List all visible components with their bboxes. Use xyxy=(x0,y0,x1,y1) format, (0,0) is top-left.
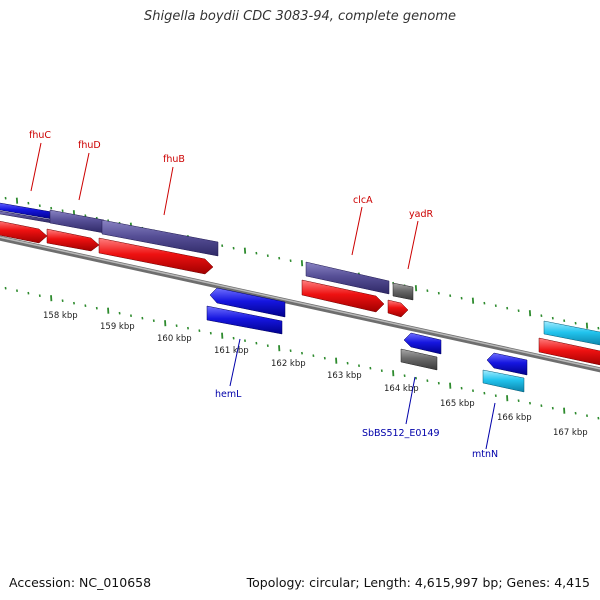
feature-fhub[interactable] xyxy=(101,219,219,257)
feature-blue-arrow-4[interactable] xyxy=(486,352,528,376)
reverse-features xyxy=(206,287,528,393)
feature-red-5[interactable] xyxy=(387,299,409,318)
leader-line xyxy=(30,142,42,192)
scale-label: 165 kbp xyxy=(440,399,475,409)
feature-fhud[interactable] xyxy=(49,209,105,234)
feature-red-3[interactable] xyxy=(98,237,214,275)
leader-line xyxy=(163,166,174,216)
leader-line xyxy=(351,206,363,256)
feature-red-4[interactable] xyxy=(301,279,385,313)
scale-label: 166 kbp xyxy=(497,413,532,423)
scale-label: 158 kbp xyxy=(43,311,78,321)
leader-line xyxy=(407,220,419,270)
gene-label-heml: hemL xyxy=(215,389,242,400)
feature-red-6[interactable] xyxy=(538,337,600,366)
scale-label: 160 kbp xyxy=(157,334,192,344)
feature-gray-lower[interactable] xyxy=(400,348,438,371)
scale-label: 164 kbp xyxy=(384,384,419,394)
leader-line xyxy=(78,152,90,201)
gene-label-yadr: yadR xyxy=(409,209,433,220)
scale-label: 162 kbp xyxy=(271,359,306,369)
feature-blue-arrow-3[interactable] xyxy=(403,332,442,355)
gene-label-fhud: fhuD xyxy=(78,140,101,151)
gene-label-fhub: fhuB xyxy=(163,154,185,165)
accession-text: Accession: NC_010658 xyxy=(9,575,152,590)
feature-yadr[interactable] xyxy=(392,282,414,301)
upper-tick-row xyxy=(4,196,600,330)
reverse-gene-labels: hemL SbBS512_E0149 mtnN xyxy=(215,338,498,460)
forward-features xyxy=(0,202,600,366)
scale-label: 159 kbp xyxy=(100,322,135,332)
gene-label-mtnn: mtnN xyxy=(472,449,498,460)
feature-red-1[interactable] xyxy=(0,220,48,244)
scale-label: 167 kbp xyxy=(553,428,588,438)
forward-gene-labels: fhuC fhuD fhuB clcA yadR xyxy=(29,130,433,270)
leader-line xyxy=(405,376,416,425)
genome-summary: Topology: circular; Length: 4,615,997 bp… xyxy=(246,575,590,590)
feature-blue-arrow-1[interactable] xyxy=(209,287,286,318)
feature-blue-2[interactable] xyxy=(206,305,283,335)
gene-label-clca: clcA xyxy=(353,195,373,206)
gene-label-fhuc[interactable]: fhuC xyxy=(29,130,51,141)
scale-label: 161 kbp xyxy=(214,346,249,356)
genome-backbone xyxy=(0,235,600,373)
map-title: Shigella boydii CDC 3083-94, complete ge… xyxy=(143,9,457,24)
gene-label-sbbs512: SbBS512_E0149 xyxy=(362,428,440,439)
feature-red-2[interactable] xyxy=(46,228,100,252)
leader-line xyxy=(229,338,241,387)
leader-line xyxy=(485,402,496,450)
feature-clca[interactable] xyxy=(305,261,390,295)
scale-label: 163 kbp xyxy=(327,371,362,381)
feature-cyan-right[interactable] xyxy=(543,320,600,346)
scale-labels: 158 kbp 159 kbp 160 kbp 161 kbp 162 kbp … xyxy=(43,311,588,438)
feature-cyan-lower[interactable] xyxy=(482,369,525,393)
lower-tick-row xyxy=(4,286,600,420)
